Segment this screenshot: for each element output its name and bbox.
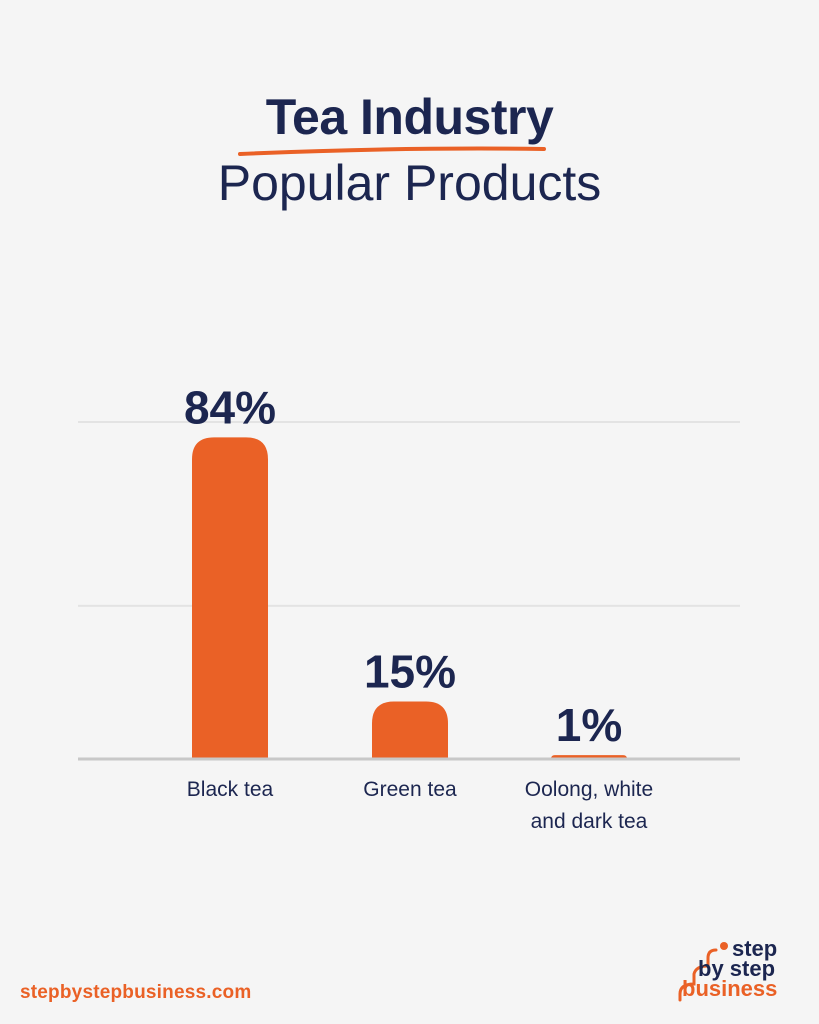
- footer-url[interactable]: stepbystepbusiness.com: [20, 982, 252, 1003]
- chart-title-block: Tea Industry Popular Products: [0, 88, 819, 212]
- chart-title-wrap: Tea Industry: [266, 88, 554, 146]
- bar-0: [192, 437, 268, 759]
- logo-text-business: business: [682, 976, 778, 1001]
- brand-logo[interactable]: step by step business: [668, 938, 798, 1002]
- bar-1: [372, 701, 448, 759]
- logo-text-by-step: by step: [698, 956, 776, 981]
- category-label-1: Green tea: [363, 778, 457, 801]
- chart-title: Tea Industry: [265, 89, 554, 145]
- logo-text-step: step: [732, 936, 778, 961]
- value-label-0: 84%: [184, 381, 276, 433]
- category-label-2-line-1: and dark tea: [531, 810, 648, 833]
- category-label-0: Black tea: [187, 778, 274, 801]
- logo-mark-icon: [678, 942, 728, 1002]
- value-label-1: 15%: [364, 646, 456, 698]
- value-label-2: 1%: [556, 699, 622, 751]
- category-label-2-line-0: Oolong, white: [525, 778, 653, 801]
- chart-subtitle: Popular Products: [217, 155, 602, 211]
